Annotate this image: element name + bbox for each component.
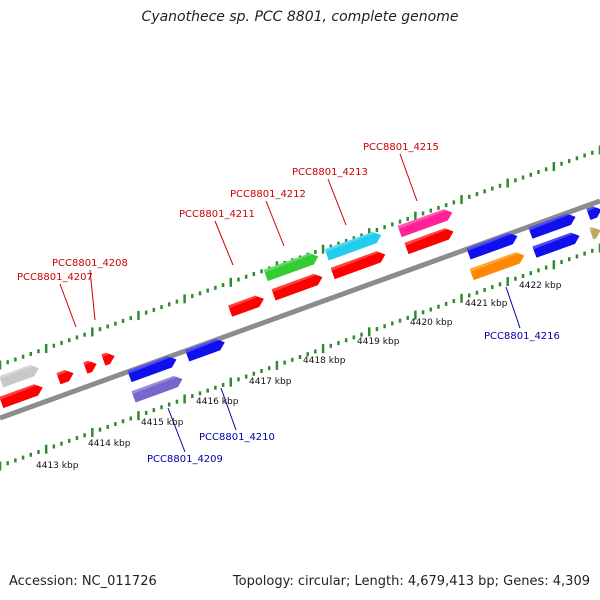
gene-label[interactable]: PCC8801_4213 <box>292 167 368 178</box>
kbp-label: 4422 kbp <box>519 281 562 291</box>
gene-arrow[interactable] <box>101 350 116 366</box>
gene-arrow[interactable] <box>127 354 178 383</box>
kbp-label: 4418 kbp <box>303 356 346 366</box>
gene-arrow[interactable] <box>83 358 98 374</box>
genome-summary-text: Topology: circular; Length: 4,679,413 bp… <box>232 574 590 589</box>
gene-arrow[interactable] <box>528 211 577 239</box>
gene-arrow[interactable] <box>330 249 388 280</box>
gene-track <box>0 204 600 409</box>
label-leader-lines <box>59 153 521 453</box>
gene-label[interactable]: PCC8801_4212 <box>230 189 306 200</box>
label-leader-line <box>399 153 418 202</box>
label-leader-line <box>214 220 234 266</box>
gene-arrow[interactable] <box>185 337 227 362</box>
gene-arrow[interactable] <box>56 368 75 385</box>
gene-label[interactable]: PCC8801_4210 <box>199 432 275 443</box>
gene-label[interactable]: PCC8801_4209 <box>147 454 223 465</box>
label-leader-line <box>167 407 186 453</box>
kbp-scale-labels: 4413 kbp 4414 kbp 4415 kbp 4416 kbp 4417 kbp… <box>36 281 562 471</box>
gene-arrow[interactable] <box>263 251 321 282</box>
gene-label[interactable]: PCC8801_4215 <box>363 142 439 153</box>
gene-arrow[interactable] <box>0 363 41 388</box>
lower-tick-track <box>0 243 600 471</box>
gene-arrow[interactable] <box>397 207 455 238</box>
kbp-label: 4413 kbp <box>36 461 79 471</box>
label-leader-line <box>220 387 237 431</box>
gene-arrow[interactable] <box>469 250 527 281</box>
gene-label[interactable]: PCC8801_4211 <box>179 209 255 220</box>
gene-arrow[interactable] <box>466 231 520 260</box>
gene-arrow[interactable] <box>324 229 384 261</box>
kbp-label: 4420 kbp <box>410 318 453 328</box>
label-leader-line <box>265 200 285 247</box>
gene-labels: PCC8801_4207 PCC8801_4208 PCC8801_4211 PCC8… <box>17 142 560 465</box>
gene-arrow[interactable] <box>271 272 325 301</box>
gene-arrow[interactable] <box>228 293 266 317</box>
gene-arrow[interactable] <box>589 225 600 240</box>
genome-title: Cyanothece sp. PCC 8801, complete genome <box>141 9 459 25</box>
accession-text: Accession: NC_011726 <box>9 574 157 589</box>
kbp-label: 4414 kbp <box>88 439 131 449</box>
gene-arrow[interactable] <box>0 382 45 409</box>
gene-label[interactable]: PCC8801_4208 <box>52 258 128 269</box>
gene-label[interactable]: PCC8801_4207 <box>17 272 93 283</box>
kbp-label: 4421 kbp <box>465 299 508 309</box>
gene-arrow[interactable] <box>131 374 185 403</box>
kbp-label: 4419 kbp <box>357 337 400 347</box>
label-leader-line <box>59 283 77 328</box>
gene-arrow[interactable] <box>404 226 455 255</box>
kbp-label: 4417 kbp <box>249 377 292 387</box>
label-leader-line <box>327 178 347 226</box>
gene-arrow[interactable] <box>532 230 581 258</box>
upper-tick-track <box>0 145 600 370</box>
gene-label[interactable]: PCC8801_4216 <box>484 331 560 342</box>
kbp-label: 4416 kbp <box>196 397 239 407</box>
gene-arrow[interactable] <box>586 204 600 221</box>
label-leader-line <box>89 269 96 321</box>
kbp-label: 4415 kbp <box>141 418 184 428</box>
label-leader-line <box>505 286 521 329</box>
